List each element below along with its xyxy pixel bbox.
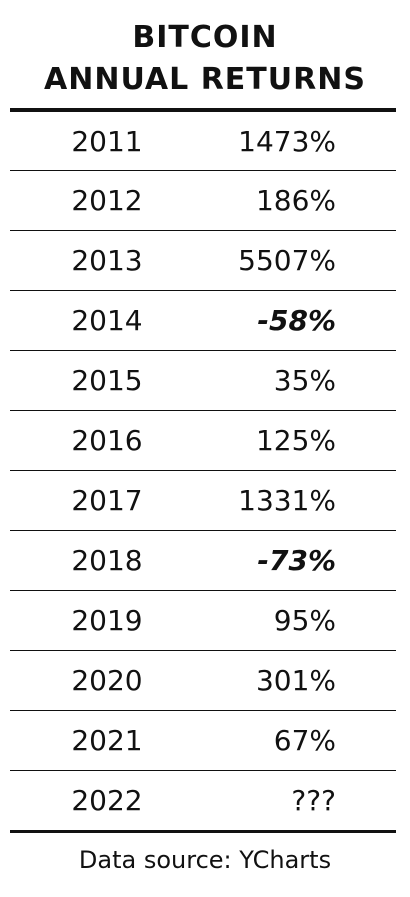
return-cell: -58% bbox=[257, 304, 336, 337]
year-cell: 2021 bbox=[71, 724, 143, 757]
year-cell: 2019 bbox=[71, 604, 143, 637]
title-line: BITCOIN bbox=[132, 20, 278, 55]
table: 2011 1473% 2012 186% 2013 5507% 2014 -58% 2015 35… bbox=[10, 108, 396, 833]
table-row: 2021 67% bbox=[10, 710, 396, 770]
table-row: 2013 5507% bbox=[10, 230, 396, 290]
table-row: 2014 -58% bbox=[10, 290, 396, 350]
year-cell: 2013 bbox=[71, 244, 143, 277]
year-cell: 2022 bbox=[71, 784, 143, 817]
table-row: 2018 -73% bbox=[10, 530, 396, 590]
title-line: ANNUAL RETURNS bbox=[44, 62, 366, 97]
table-row: 2011 1473% bbox=[10, 112, 396, 170]
table-row: 2022??? bbox=[10, 770, 396, 830]
return-cell: 35% bbox=[273, 364, 336, 397]
table-row: 2017 1331% bbox=[10, 470, 396, 530]
year-cell: 2017 bbox=[71, 484, 143, 517]
return-cell: 125% bbox=[255, 424, 336, 457]
return-cell: ??? bbox=[291, 784, 336, 817]
year-cell: 2014 bbox=[71, 304, 143, 337]
year-cell: 2020 bbox=[71, 664, 143, 697]
return-cell: 301% bbox=[255, 664, 336, 697]
table-row: 2012 186% bbox=[10, 170, 396, 230]
table-row: 2020 301% bbox=[10, 650, 396, 710]
year-cell: 2012 bbox=[71, 184, 143, 217]
return-cell: 5507% bbox=[238, 244, 336, 277]
year-cell: 2018 bbox=[71, 544, 143, 577]
table-row: 2019 95% bbox=[10, 590, 396, 650]
year-cell: 2015 bbox=[71, 364, 143, 397]
year-cell: 2011 bbox=[71, 125, 143, 158]
return-cell: 1473% bbox=[238, 125, 336, 158]
table-row: 2015 35% bbox=[10, 350, 396, 410]
return-cell: -73% bbox=[257, 544, 336, 577]
table-row: 2016 125% bbox=[10, 410, 396, 470]
return-cell: 186% bbox=[255, 184, 336, 217]
return-cell: 67% bbox=[273, 724, 336, 757]
return-cell: 95% bbox=[273, 604, 336, 637]
year-cell: 2016 bbox=[71, 424, 143, 457]
return-cell: 1331% bbox=[238, 484, 336, 517]
source-note: Data source: YCharts bbox=[78, 846, 332, 874]
